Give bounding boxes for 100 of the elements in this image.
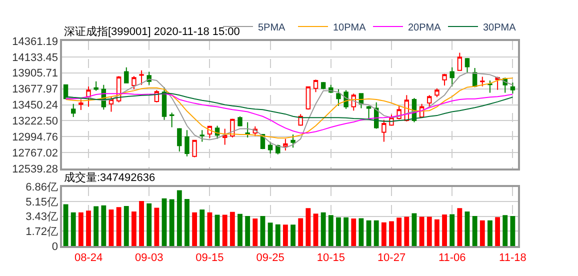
bar — [245, 216, 250, 246]
candlestick — [245, 122, 250, 138]
candlestick — [366, 105, 372, 120]
y-tick-label: 14133.45 — [12, 52, 58, 64]
bar — [70, 212, 76, 246]
y-tick-label: 13222.50 — [12, 116, 58, 128]
bar — [108, 209, 114, 246]
legend-label: 20PMA — [408, 22, 442, 34]
bar — [396, 218, 402, 246]
bar — [366, 220, 372, 246]
y-tick-label: 6.86亿 — [26, 182, 58, 194]
chart-title: 深证成指[399001] 2020-11-18 15:00 — [64, 25, 240, 38]
bar — [351, 218, 356, 246]
candlestick — [510, 82, 516, 94]
bar — [260, 216, 266, 246]
chart-title: 成交量:347492636 — [64, 171, 156, 184]
bar — [510, 216, 516, 246]
legend-label: 30PMA — [483, 22, 516, 34]
candlestick — [222, 128, 228, 146]
bar — [192, 212, 198, 246]
bar — [116, 207, 122, 246]
bar — [480, 220, 485, 246]
bar — [488, 220, 492, 246]
candlestick — [162, 86, 167, 120]
x-tick-label: 10-27 — [377, 252, 406, 264]
bar — [290, 224, 296, 246]
bar — [252, 218, 258, 246]
candlestick — [94, 80, 98, 92]
bar — [358, 218, 364, 246]
bar — [450, 214, 455, 246]
bar — [132, 212, 136, 246]
y-tick-label: 12539.28 — [12, 163, 58, 176]
bar — [124, 206, 129, 246]
bar — [502, 215, 508, 246]
bar — [63, 204, 68, 246]
candlestick — [457, 52, 462, 72]
bar — [207, 212, 212, 246]
candlestick — [427, 94, 432, 108]
bar — [169, 199, 174, 246]
candlestick — [495, 76, 500, 90]
candlestick — [132, 76, 136, 90]
bar — [214, 214, 220, 246]
x-tick-label: 11-06 — [438, 252, 466, 264]
y-tick-label: 13905.71 — [12, 68, 58, 80]
bar — [162, 198, 167, 246]
bar — [404, 216, 410, 246]
y-tick-label: 14361.19 — [12, 36, 58, 48]
bar — [184, 199, 190, 246]
y-tick-label: 13677.97 — [12, 84, 58, 96]
bar — [313, 214, 318, 246]
candlestick — [320, 81, 326, 90]
bar — [86, 210, 91, 246]
bar — [139, 201, 144, 246]
y-tick-label: 0 — [52, 240, 58, 253]
candlestick — [290, 134, 296, 148]
y-tick-label: 13450.24 — [12, 100, 58, 112]
candlestick — [442, 73, 447, 86]
x-tick-label: 09-03 — [135, 252, 164, 264]
candlestick — [480, 76, 485, 87]
bar — [306, 208, 311, 246]
bar — [374, 220, 379, 246]
candlestick — [71, 103, 76, 118]
candlestick — [238, 116, 242, 127]
bar — [457, 208, 462, 246]
candlestick — [306, 86, 311, 110]
candlestick — [78, 99, 84, 111]
bar — [275, 224, 280, 246]
legend-label: 10PMA — [333, 22, 366, 34]
bar — [238, 214, 242, 246]
bar — [222, 214, 228, 246]
y-tick-label: 5.15亿 — [26, 196, 58, 208]
candlestick — [184, 130, 190, 157]
candlestick — [313, 79, 318, 93]
bar — [328, 215, 334, 246]
bar — [472, 216, 478, 246]
bar — [230, 212, 235, 246]
bar — [176, 190, 182, 246]
x-tick-label: 08-24 — [74, 252, 103, 264]
candlestick — [283, 138, 288, 152]
candlestick — [169, 112, 174, 128]
bar — [268, 222, 273, 246]
x-tick-label: 10-15 — [316, 252, 345, 264]
x-tick-label: 11-18 — [499, 252, 526, 264]
bar — [426, 216, 432, 246]
y-tick-label: 1.72亿 — [26, 226, 58, 238]
x-tick-label: 09-15 — [196, 252, 224, 264]
bar — [389, 221, 394, 246]
candlestick — [139, 70, 144, 86]
line-series — [65, 78, 514, 139]
bar — [344, 217, 349, 246]
bar — [442, 214, 447, 246]
bar — [336, 217, 341, 246]
bar — [434, 219, 440, 246]
line-series — [65, 92, 514, 122]
bar — [298, 218, 304, 246]
bar — [282, 224, 288, 246]
candlestick — [450, 66, 454, 87]
candlestick — [268, 141, 273, 154]
bar — [381, 222, 386, 246]
bar — [419, 216, 424, 246]
